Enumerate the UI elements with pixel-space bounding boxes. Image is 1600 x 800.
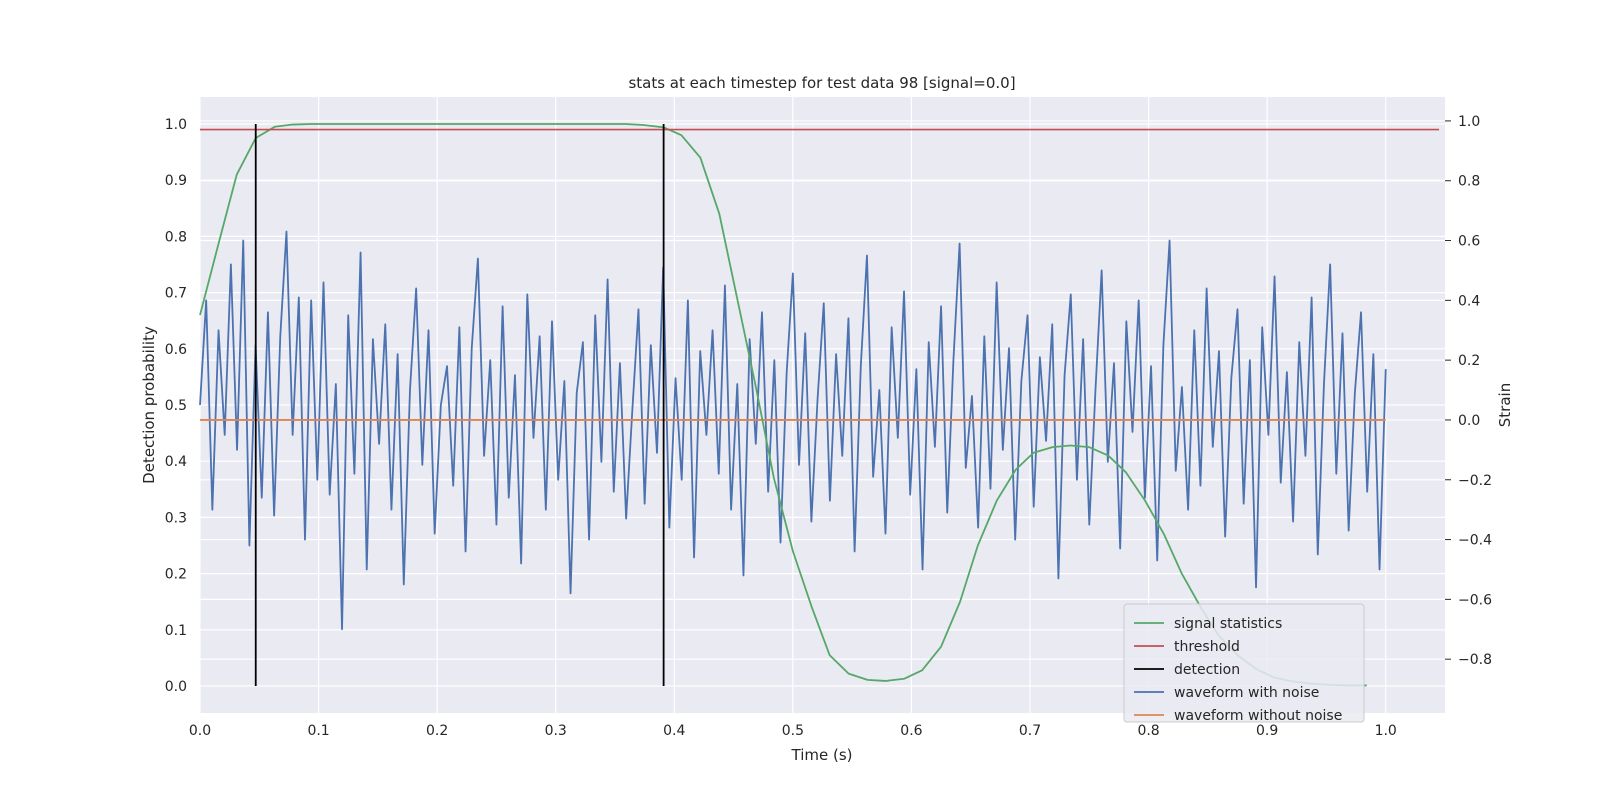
y2-tick-label: 0.8: [1458, 174, 1480, 190]
x-tick-label: 0.5: [782, 723, 804, 739]
x-axis-label: Time (s): [791, 746, 853, 764]
series-signal-statistics: [199, 123, 1367, 687]
y-tick-label: 0.6: [165, 342, 187, 358]
y-tick-label: 0.3: [165, 510, 187, 526]
x-tick-label: 0.7: [1019, 723, 1041, 739]
y-tick-label: 0.0: [165, 679, 187, 695]
chart-title: stats at each timestep for test data 98 …: [628, 74, 1015, 92]
y2-tick-label: −0.8: [1458, 652, 1492, 668]
y-tick-label: 0.4: [165, 454, 187, 470]
x-tick-label: 0.6: [900, 723, 922, 739]
legend-entry-label: signal statistics: [1174, 616, 1282, 632]
y-axis-label: Detection probability: [140, 326, 158, 484]
legend-entry-label: waveform without noise: [1174, 708, 1342, 724]
y-tick-label: 0.1: [165, 623, 187, 639]
y-tick-label: 0.7: [165, 286, 187, 302]
x-tick-label: 0.0: [189, 723, 211, 739]
legend-entry-label: waveform with noise: [1174, 685, 1319, 701]
legend-box: [1123, 603, 1365, 723]
y2-tick-label: 0.6: [1458, 234, 1480, 250]
x-tick-label: 0.8: [1137, 723, 1159, 739]
x-tick-label: 0.3: [545, 723, 567, 739]
x-tick-label: 0.2: [426, 723, 448, 739]
legend-entry-label: detection: [1174, 662, 1240, 678]
y-tick-label: 1.0: [165, 117, 187, 133]
series-layer: [199, 123, 1440, 687]
series-waveform-with-noise: [199, 230, 1387, 631]
x-tick-label: 0.1: [307, 723, 329, 739]
y2-axis-label: Strain: [1496, 383, 1514, 427]
y2-tick-label: 1.0: [1458, 114, 1480, 130]
y-tick-label: 0.2: [165, 567, 187, 583]
y2-tick-label: 0.2: [1458, 353, 1480, 369]
axes: 0.0 0.1 0.2 0.3 0.4 0.5 0.6 0.7 0.8 0.9 1.0 0.0 0.1 0…: [165, 114, 1492, 739]
x-tick-label: 1.0: [1375, 723, 1397, 739]
legend-entry-label: threshold: [1174, 639, 1240, 655]
y-tick-label: 0.9: [165, 173, 187, 189]
y2-tick-label: 0.4: [1458, 293, 1480, 309]
legend: signal statistics threshold detection wavef…: [1123, 603, 1365, 724]
x-tick-label: 0.4: [663, 723, 685, 739]
y-tick-label: 0.5: [165, 398, 187, 414]
y2-tick-label: −0.2: [1458, 473, 1492, 489]
y2-tick-label: −0.4: [1458, 533, 1492, 549]
x-tick-label: 0.9: [1256, 723, 1278, 739]
y2-tick-label: 0.0: [1458, 413, 1480, 429]
y2-tick-label: −0.6: [1458, 592, 1492, 608]
y-tick-label: 0.8: [165, 229, 187, 245]
